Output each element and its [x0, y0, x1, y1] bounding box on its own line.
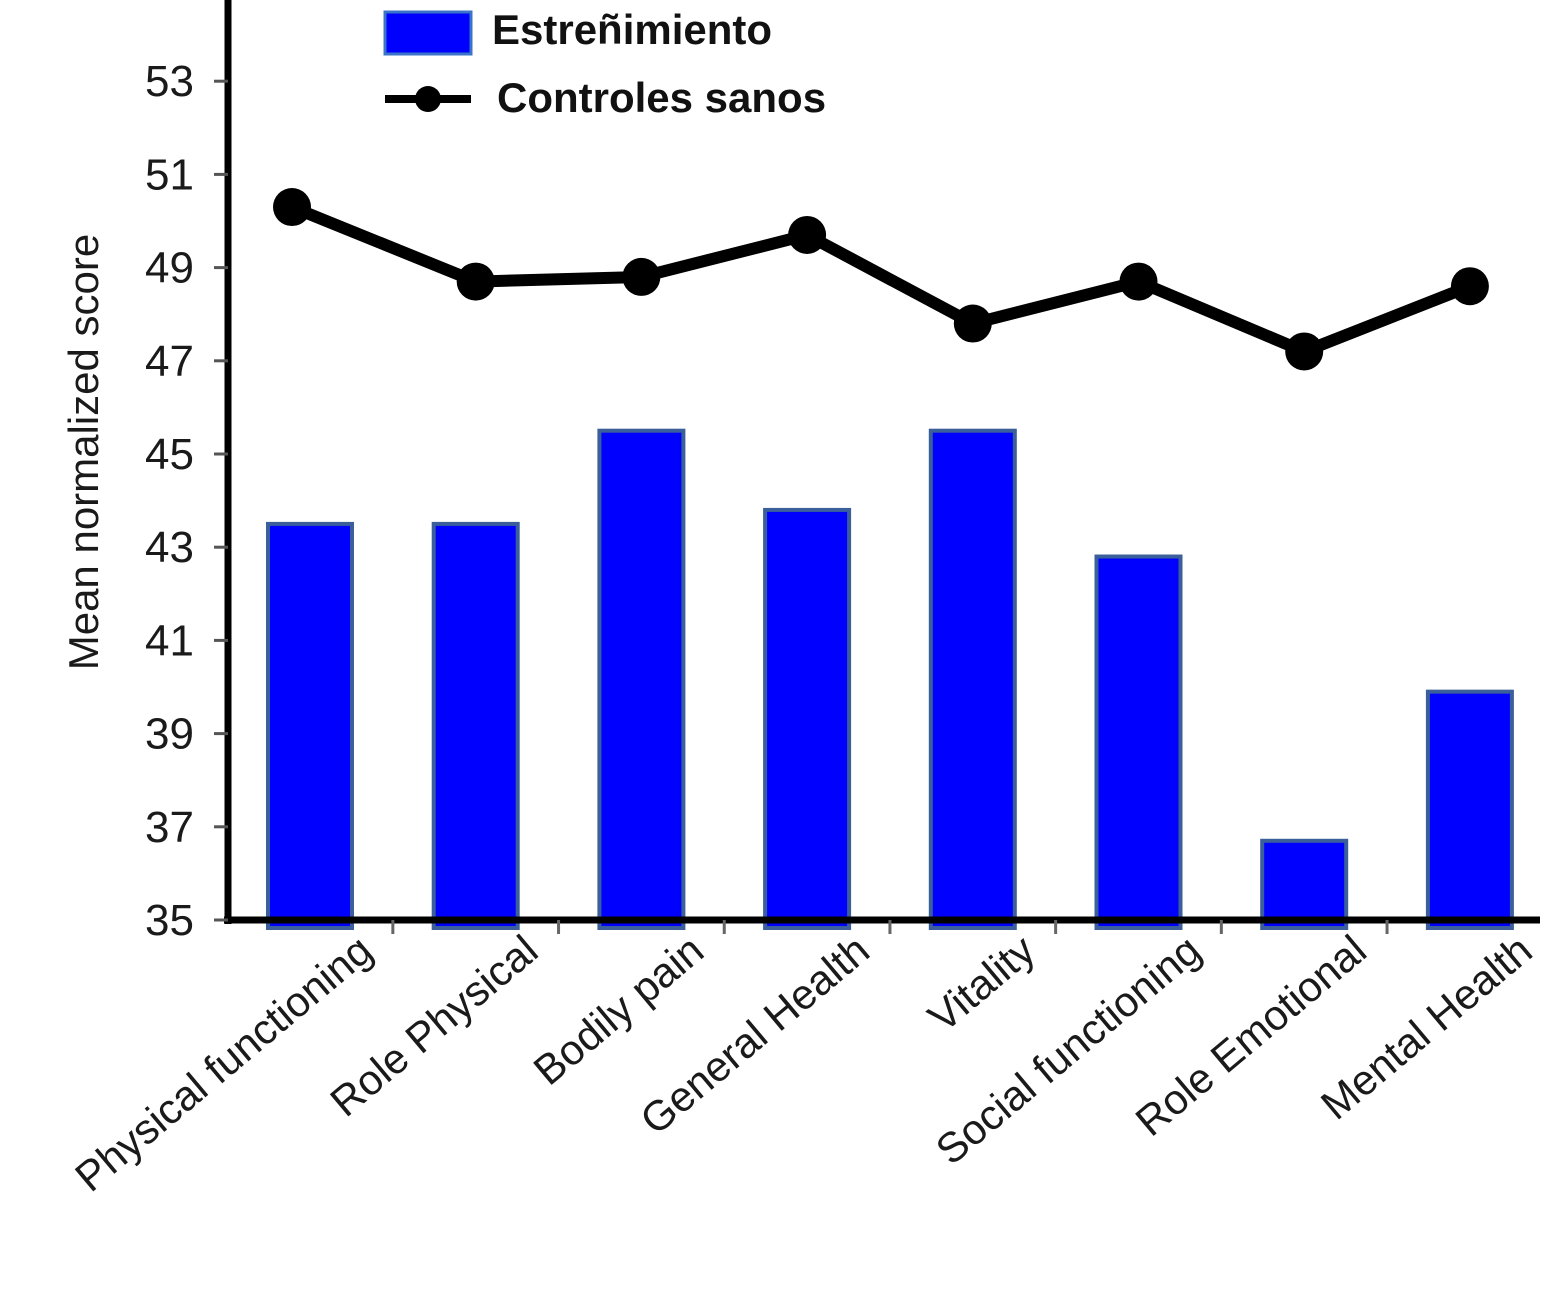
- bar-1: [266, 521, 354, 931]
- y-tick-label-51: 51: [145, 150, 194, 199]
- legend: Estreñimiento Controles sanos: [383, 6, 826, 121]
- y-tick-label-45: 45: [145, 430, 194, 479]
- bar-5: [928, 428, 1017, 930]
- line-series-path: [289, 201, 1473, 358]
- bar-2: [431, 521, 520, 931]
- y-tick-label-53: 53: [145, 57, 194, 106]
- line-point-6: [1119, 262, 1158, 301]
- bar-6: [1094, 554, 1183, 931]
- line-point-1: [273, 188, 311, 227]
- legend-swatch-marker: [415, 86, 441, 112]
- bar-8: [1425, 689, 1514, 930]
- bar-3: [597, 428, 686, 930]
- line-point-8: [1450, 267, 1489, 306]
- y-tick-label-49: 49: [145, 244, 194, 293]
- y-tick-label-39: 39: [145, 710, 194, 759]
- y-axis-title: Mean normalized score: [60, 234, 107, 671]
- line-point-2: [456, 262, 495, 301]
- line-point-3: [622, 257, 661, 296]
- bar-4: [763, 507, 852, 930]
- legend-label-bar: Estreñimiento: [492, 6, 772, 53]
- bars-group: [266, 428, 1514, 931]
- x-category-label-1: Physical functioning: [66, 926, 381, 1201]
- line-point-4: [788, 215, 827, 254]
- axes-group: [224, 0, 1540, 934]
- y-tick-label-41: 41: [145, 616, 194, 665]
- line-point-5: [953, 304, 992, 343]
- line-point-7: [1285, 332, 1324, 371]
- legend-swatch-bar: [383, 10, 473, 56]
- bar-7: [1260, 838, 1349, 931]
- y-tick-label-47: 47: [145, 337, 194, 386]
- legend-label-line: Controles sanos: [497, 74, 826, 121]
- y-tick-label-37: 37: [145, 803, 194, 852]
- x-category-label-5: Vitality: [919, 926, 1043, 1041]
- y-ticks-group: 35 37 39 41 43 45 47 49 51 53: [145, 57, 228, 945]
- line-series-group: [273, 188, 1489, 371]
- y-tick-label-35: 35: [145, 896, 194, 945]
- y-tick-label-43: 43: [145, 523, 194, 572]
